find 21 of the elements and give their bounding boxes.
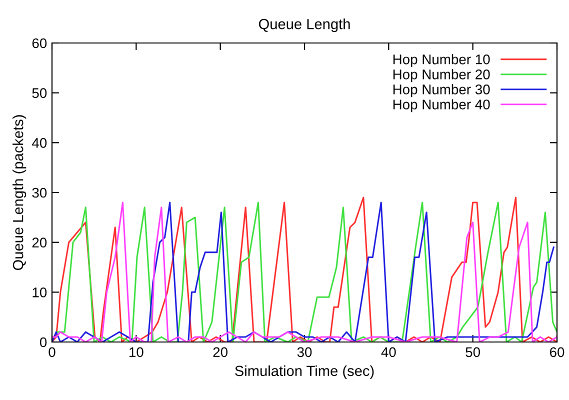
legend-label: Hop Number 20 — [393, 69, 490, 82]
x-tick-label: 60 — [550, 347, 564, 358]
x-tick-label: 30 — [297, 347, 312, 358]
legend-label: Hop Number 30 — [393, 84, 490, 98]
y-tick-label: 10 — [32, 288, 47, 298]
y-tick-label: 50 — [32, 88, 47, 98]
x-tick-label: 20 — [213, 347, 228, 358]
y-axis-title: Queue Length (packets) — [12, 115, 26, 270]
y-tick-label: 0 — [40, 337, 47, 348]
x-axis-title: Simulation Time (sec) — [235, 365, 374, 379]
legend-label: Hop Number 10 — [393, 54, 490, 68]
y-tick-label: 60 — [32, 38, 47, 48]
y-tick-label: 30 — [32, 188, 47, 198]
chart-title: Queue Length — [258, 18, 350, 32]
x-tick-label: 0 — [48, 347, 56, 358]
y-tick-label: 20 — [32, 238, 47, 248]
legend-label: Hop Number 40 — [393, 99, 490, 112]
x-tick-label: 10 — [130, 347, 144, 358]
x-tick-label: 50 — [466, 347, 480, 358]
y-tick-label: 40 — [32, 138, 47, 148]
x-tick-label: 40 — [381, 347, 396, 358]
